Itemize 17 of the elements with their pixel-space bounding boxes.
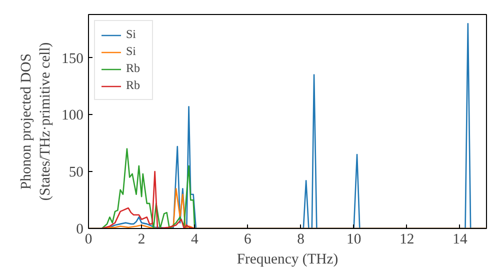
legend-label: Rb: [126, 78, 142, 93]
x-tick-label: 6: [244, 232, 252, 248]
x-tick-label: 12: [400, 232, 414, 248]
x-tick-label: 4: [190, 232, 199, 248]
x-tick-label: 2: [138, 232, 146, 248]
x-axis-title: Frequency (THz): [236, 252, 338, 268]
legend-label: Rb: [126, 61, 142, 76]
x-tick-label: 14: [452, 232, 468, 248]
y-axis-title: Phonon projected DOS (States/THz·primitive cell): [18, 42, 54, 201]
legend-label: Si: [126, 44, 138, 59]
y-tick-label: 150: [62, 50, 84, 67]
y-tick-label: 0: [76, 222, 84, 238]
y-tick-label: 50: [68, 164, 84, 181]
legend-label: Si: [126, 27, 138, 42]
x-tick-label: 8: [297, 232, 304, 248]
x-tick-label: 10: [346, 232, 362, 248]
y-tick-label: 100: [62, 108, 84, 124]
